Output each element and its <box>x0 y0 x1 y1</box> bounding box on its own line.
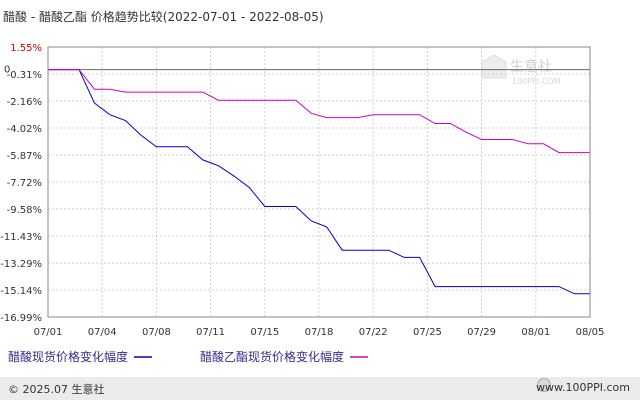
watermark: 生意社 100PPI.COM <box>481 54 561 86</box>
watermark-logo-icon <box>481 54 507 79</box>
y-tick-label: -11.43% <box>0 232 42 243</box>
x-tick-label: 07/22 <box>359 327 388 338</box>
x-tick-label: 07/01 <box>34 327 63 338</box>
footer-logo-icon <box>537 378 551 392</box>
footer-band <box>0 377 640 400</box>
y-tick-label: -16.99% <box>0 313 42 324</box>
x-tick-label: 07/15 <box>250 327 279 338</box>
y-tick-label: -2.16% <box>7 97 42 108</box>
legend-label-1: 醋酸现货价格变化幅度 <box>8 349 128 364</box>
y-tick-label: -7.72% <box>7 178 42 189</box>
y-tick-label: -5.87% <box>7 151 42 162</box>
x-tick-label: 08/05 <box>576 327 605 338</box>
footer-copyright: © 2025.07 生意社 <box>8 383 105 396</box>
y-tick-label: -13.29% <box>0 259 42 270</box>
series-line-1 <box>48 69 590 295</box>
x-tick-label: 07/04 <box>88 327 117 338</box>
plot-frame <box>47 46 591 318</box>
y-tick-label: -15.14% <box>0 286 42 297</box>
y-tick-label: -0.31% <box>7 70 42 81</box>
watermark-name: 生意社 <box>510 58 552 75</box>
x-tick-label: 07/08 <box>142 327 171 338</box>
footer-url-link[interactable]: www.100PPI.com <box>536 381 630 394</box>
y-tick-label: -9.58% <box>7 205 42 216</box>
x-tick-label: 07/29 <box>467 327 496 338</box>
legend-label-2: 醋酸乙酯现货价格变化幅度 <box>200 349 344 364</box>
zero-label: 0 <box>4 65 10 76</box>
y-tick-label: 1.55% <box>10 43 42 54</box>
chart-title: 醋酸 - 醋酸乙酯 价格趋势比较(2022-07-01 - 2022-08-05… <box>3 9 324 24</box>
x-tick-label: 07/18 <box>305 327 334 338</box>
watermark-url: 100PPI.COM <box>512 77 561 86</box>
y-tick-label: -4.02% <box>7 124 42 135</box>
x-tick-label: 08/01 <box>521 327 550 338</box>
x-tick-label: 07/25 <box>413 327 442 338</box>
x-tick-label: 07/11 <box>196 327 225 338</box>
series-line-2 <box>48 69 590 154</box>
